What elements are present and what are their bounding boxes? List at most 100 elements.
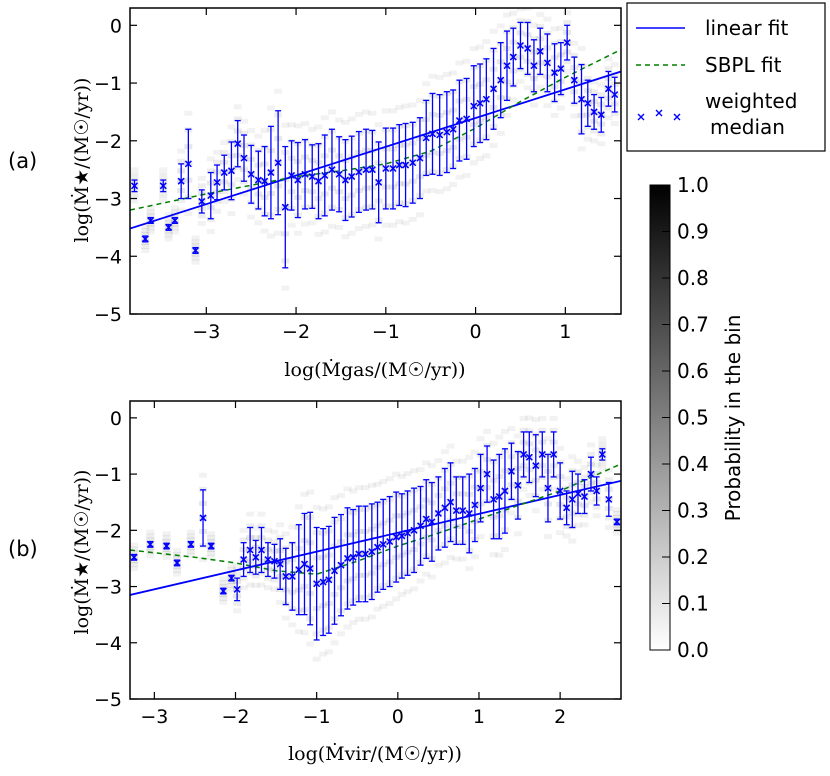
colorbar-tick-label: 0.1 bbox=[677, 592, 709, 616]
heatmap-cell bbox=[462, 58, 471, 64]
heatmap-cell bbox=[164, 212, 173, 218]
heatmap-cell bbox=[604, 105, 613, 111]
heatmap-cell bbox=[442, 186, 451, 192]
median-point bbox=[532, 434, 540, 498]
heatmap-cell bbox=[239, 118, 248, 124]
heatmap-cell bbox=[452, 556, 461, 562]
median-marker bbox=[361, 550, 369, 558]
median-point bbox=[452, 476, 460, 546]
heatmap-cell bbox=[306, 489, 315, 495]
median-point bbox=[416, 117, 424, 200]
heatmap-cell bbox=[197, 213, 206, 219]
median-point bbox=[130, 179, 139, 193]
heatmap-cell bbox=[556, 25, 565, 31]
heatmap-cell bbox=[300, 630, 309, 636]
heatmap-cell bbox=[422, 188, 431, 194]
heatmap-cell bbox=[227, 124, 236, 130]
heatmap-cell bbox=[141, 244, 150, 250]
heatmap-cell bbox=[308, 220, 317, 226]
heatmap-cell bbox=[610, 71, 619, 77]
median-marker bbox=[587, 470, 595, 478]
median-point bbox=[441, 467, 449, 548]
median-marker bbox=[490, 85, 498, 93]
heatmap-cell bbox=[389, 108, 398, 114]
median-point bbox=[436, 93, 444, 177]
heatmap-cell bbox=[270, 577, 279, 583]
heatmap-cell bbox=[293, 123, 302, 129]
heatmap-cell bbox=[146, 529, 155, 535]
median-marker bbox=[207, 542, 215, 550]
heatmap-cell bbox=[573, 469, 582, 475]
median-point bbox=[395, 123, 403, 207]
heatmap-cell bbox=[367, 482, 376, 488]
heatmap-cell bbox=[206, 216, 215, 222]
heatmap-cell bbox=[503, 112, 512, 118]
heatmap-cell bbox=[543, 16, 552, 22]
heatmap-cell bbox=[452, 458, 461, 464]
median-point bbox=[483, 445, 491, 503]
heatmap-cell bbox=[416, 467, 425, 473]
y-tick-label: 0 bbox=[110, 15, 122, 37]
heatmap-cell bbox=[516, 78, 525, 84]
median-point bbox=[409, 121, 417, 204]
median-marker bbox=[503, 62, 511, 70]
heatmap-cell bbox=[177, 148, 186, 154]
median-marker bbox=[465, 509, 473, 517]
heatmap-cell bbox=[207, 531, 216, 537]
median-marker bbox=[274, 159, 282, 167]
y-axis-label-a: log(Ṁ★/(M☉/yr)) bbox=[70, 78, 93, 243]
heatmap-cell bbox=[509, 97, 518, 103]
median-point bbox=[313, 526, 321, 641]
y-tick-label: 0 bbox=[110, 408, 122, 430]
heatmap-cell bbox=[612, 526, 621, 532]
heatmap-cell bbox=[549, 427, 558, 433]
median-marker bbox=[306, 565, 314, 573]
median-marker bbox=[147, 216, 155, 224]
heatmap-cell bbox=[164, 216, 173, 222]
heatmap-cell bbox=[556, 39, 565, 45]
heatmap-cell bbox=[213, 159, 222, 165]
heatmap-cell bbox=[219, 580, 228, 586]
median-marker bbox=[516, 41, 524, 50]
median-marker bbox=[520, 450, 528, 458]
median-marker bbox=[490, 495, 498, 503]
median-point bbox=[348, 135, 356, 218]
heatmap-cell bbox=[164, 236, 173, 242]
heatmap-cell bbox=[308, 126, 317, 132]
median-marker bbox=[477, 484, 485, 492]
heatmap-cell bbox=[446, 443, 455, 449]
median-point bbox=[233, 577, 241, 602]
heatmap-cell bbox=[170, 213, 179, 219]
median-point bbox=[516, 21, 524, 70]
median-point bbox=[524, 21, 532, 76]
median-marker bbox=[300, 560, 309, 568]
median-marker bbox=[568, 495, 576, 503]
heatmap-cell bbox=[239, 575, 248, 581]
heatmap-cell bbox=[583, 136, 592, 142]
x-tick-label: 1 bbox=[559, 321, 571, 343]
y-axis-label-b: log(Ṁ★/(M☉/yr)) bbox=[70, 470, 93, 635]
median-point bbox=[171, 216, 179, 225]
median-marker bbox=[146, 540, 154, 548]
heatmap-cell bbox=[397, 591, 406, 597]
median-marker bbox=[328, 166, 336, 174]
heatmap-cell bbox=[293, 230, 302, 236]
heatmap-cell bbox=[146, 225, 155, 231]
heatmap-cell bbox=[251, 525, 260, 531]
median-marker bbox=[459, 507, 467, 515]
median-point bbox=[147, 216, 155, 225]
median-point bbox=[252, 539, 260, 575]
heatmap-cell bbox=[130, 562, 139, 568]
median-point bbox=[349, 508, 357, 606]
heatmap-cell bbox=[427, 463, 436, 469]
median-point bbox=[300, 512, 309, 616]
median-point bbox=[605, 481, 613, 517]
median-marker bbox=[368, 166, 376, 174]
median-marker bbox=[598, 450, 606, 458]
colorbar-tick-label: 0.9 bbox=[677, 220, 709, 244]
heatmap-cell bbox=[373, 481, 382, 487]
median-point bbox=[276, 538, 284, 591]
median-marker bbox=[319, 578, 327, 586]
median-point bbox=[219, 587, 227, 595]
median-point bbox=[328, 128, 336, 211]
